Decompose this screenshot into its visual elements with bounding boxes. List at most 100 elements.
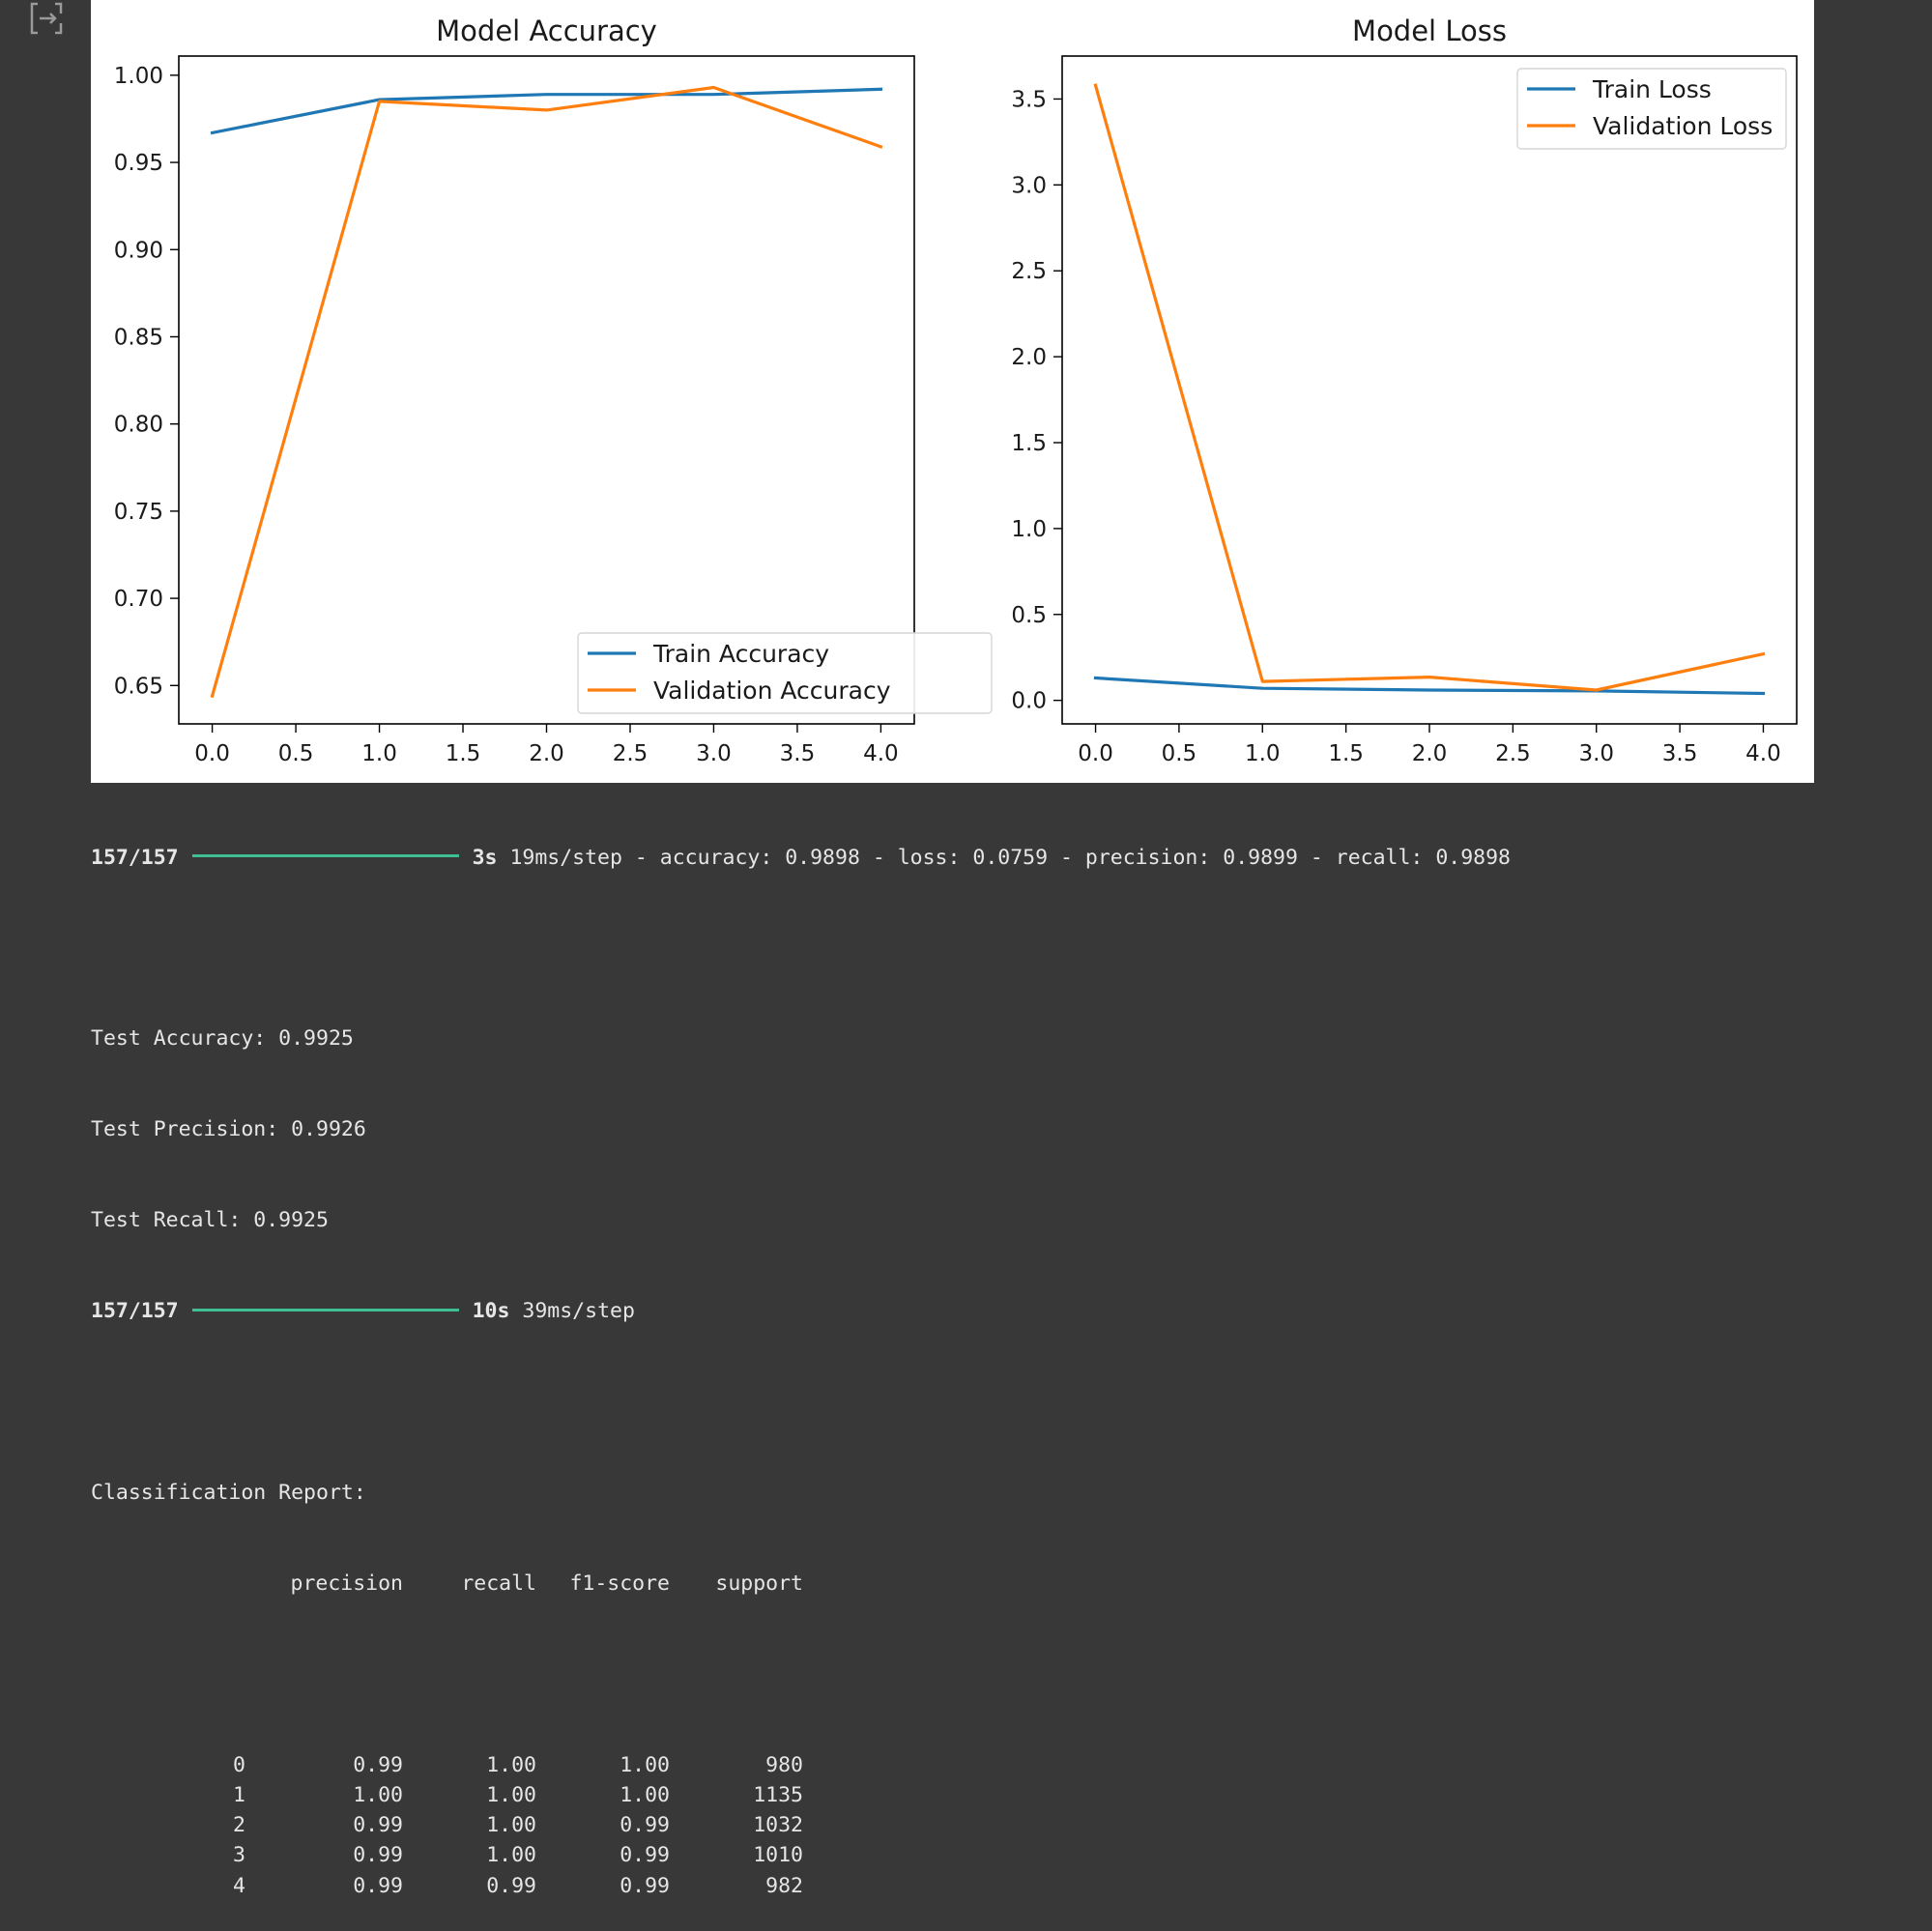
y-tick-label: 0.95 <box>114 151 163 176</box>
legend-label: Validation Loss <box>1593 112 1773 140</box>
report-cell-recall: 1.00 <box>486 1813 536 1838</box>
accuracy-axes-frame <box>178 55 915 725</box>
y-tick-label: 0.70 <box>114 587 163 612</box>
y-tick-label: 1.0 <box>1011 517 1047 542</box>
report-header-precision: precision <box>290 1571 404 1596</box>
report-cell-precision: 0.99 <box>353 1813 403 1838</box>
loss-chart-title: Model Loss <box>1352 14 1507 47</box>
test-accuracy-line: Test Accuracy: 0.9925 <box>91 1026 354 1052</box>
legend-label: Validation Accuracy <box>653 677 891 705</box>
x-tick-label: 2.5 <box>1495 741 1531 766</box>
series-line-train-loss <box>1093 676 1766 696</box>
progress-time: 10s <box>472 1299 510 1324</box>
progress-steps: 157/157 <box>91 1299 179 1324</box>
report-cell-support: 1010 <box>753 1843 803 1868</box>
report-cell-class: 0 <box>233 1752 245 1777</box>
report-cell-recall: 1.00 <box>486 1752 536 1777</box>
loss-legend <box>1516 68 1787 150</box>
loss-axes-frame <box>1061 55 1798 725</box>
report-header-f1: f1-score <box>569 1571 670 1596</box>
accuracy-chart: Model Accuracy 0.0 0.5 1.0 1.5 2.0 2.5 3.0 3.5 4.… <box>114 14 993 766</box>
x-tick-label: 1.0 <box>1245 741 1281 766</box>
report-cell-precision: 0.99 <box>353 1873 403 1898</box>
x-tick-label: 1.5 <box>1328 741 1364 766</box>
x-tick-label: 4.0 <box>1745 741 1781 766</box>
y-tick-label: 0.85 <box>114 325 163 350</box>
accuracy-legend <box>577 632 993 714</box>
series-line-validation-accuracy <box>210 85 883 699</box>
x-tick-label: 3.5 <box>1662 741 1698 766</box>
x-tick-label: 0.5 <box>1162 741 1197 766</box>
report-row: 3 0.99 1.00 0.99 1010 <box>91 1840 1908 1870</box>
report-cell-class: 2 <box>233 1813 245 1838</box>
output-expand-icon[interactable] <box>29 2 64 35</box>
accuracy-chart-title: Model Accuracy <box>436 14 657 47</box>
y-tick-label: 0.5 <box>1011 603 1047 628</box>
progress-bar <box>191 854 459 858</box>
y-tick-label: 0.65 <box>114 674 163 699</box>
report-cell-class: 1 <box>233 1782 245 1807</box>
report-cell-f1: 1.00 <box>620 1782 670 1807</box>
x-tick-label: 0.0 <box>194 741 230 766</box>
report-cell-recall: 1.00 <box>486 1782 536 1807</box>
legend-label: Train Accuracy <box>652 640 829 668</box>
report-row: 1 1.00 1.00 1.00 1135 <box>91 1780 1908 1810</box>
progress-bar <box>191 1308 459 1311</box>
progress-line-evaluate: 157/157 3s 19ms/step - accuracy: 0.9898 -… <box>91 843 1908 873</box>
y-tick-label: 1.00 <box>114 64 163 89</box>
y-tick-label: 0.90 <box>114 238 163 263</box>
progress-metrics: 19ms/step - accuracy: 0.9898 - loss: 0.0… <box>509 845 1511 870</box>
series-line-train-accuracy <box>210 87 883 135</box>
plot-figure: Model Accuracy 0.0 0.5 1.0 1.5 2.0 2.5 3.0 3.5 4.… <box>91 0 1814 783</box>
report-header-support: support <box>715 1571 803 1596</box>
report-cell-recall: 0.99 <box>486 1873 536 1898</box>
x-tick-label: 0.5 <box>278 741 314 766</box>
report-cell-precision: 1.00 <box>353 1782 403 1807</box>
y-tick-label: 3.5 <box>1011 87 1047 112</box>
report-row: 0 0.99 1.00 1.00 980 <box>91 1750 1908 1780</box>
x-tick-label: 2.0 <box>1412 741 1448 766</box>
report-cell-support: 1032 <box>753 1813 803 1838</box>
y-tick-label: 3.0 <box>1011 173 1047 198</box>
training-history-figure: Model Accuracy 0.0 0.5 1.0 1.5 2.0 2.5 3.0 3.5 4.… <box>114 14 1798 766</box>
report-title: Classification Report: <box>91 1480 366 1505</box>
report-cell-f1: 0.99 <box>620 1813 670 1838</box>
report-header-recall: recall <box>461 1571 536 1596</box>
x-tick-label: 3.0 <box>1578 741 1614 766</box>
x-tick-label: 2.0 <box>529 741 564 766</box>
y-tick-label: 0.80 <box>114 413 163 438</box>
x-tick-label: 3.0 <box>696 741 732 766</box>
report-cell-class: 4 <box>233 1873 245 1898</box>
report-cell-support: 982 <box>765 1873 803 1898</box>
report-cell-recall: 1.00 <box>486 1843 536 1868</box>
y-tick-label: 0.0 <box>1011 689 1047 714</box>
report-cell-f1: 1.00 <box>620 1752 670 1777</box>
progress-time: 3s <box>472 845 498 870</box>
report-row: 2 0.99 1.00 0.99 1032 <box>91 1810 1908 1840</box>
y-tick-label: 2.0 <box>1011 345 1047 370</box>
report-cell-precision: 0.99 <box>353 1752 403 1777</box>
report-row: 4 0.99 0.99 0.99 982 <box>91 1871 1908 1901</box>
report-cell-f1: 0.99 <box>620 1873 670 1898</box>
report-rows: 0 0.99 1.00 1.00 980 1 1.00 1.00 1.00 1135 2 0.99 1.… <box>91 1750 1908 1901</box>
report-header-row: precision recall f1-score support <box>91 1569 1908 1599</box>
y-tick-label: 0.75 <box>114 500 163 525</box>
progress-line-predict: 157/157 10s 39ms/step <box>91 1296 1908 1326</box>
report-cell-precision: 0.99 <box>353 1843 403 1868</box>
cell-output-console: 157/157 3s 19ms/step - accuracy: 0.9898 -… <box>91 782 1908 1931</box>
x-tick-label: 1.5 <box>446 741 481 766</box>
y-tick-label: 1.5 <box>1011 431 1047 456</box>
x-tick-label: 1.0 <box>361 741 397 766</box>
progress-steps: 157/157 <box>91 845 179 870</box>
x-tick-label: 3.5 <box>780 741 816 766</box>
legend-label: Train Loss <box>1592 75 1712 103</box>
test-recall-line: Test Recall: 0.9925 <box>91 1208 329 1233</box>
report-cell-f1: 0.99 <box>620 1843 670 1868</box>
loss-chart: Model Loss 0.0 0.5 1.0 1.5 2.0 2.5 3.0 3.5 4.0 0.0… <box>1011 14 1798 766</box>
x-tick-label: 2.5 <box>613 741 649 766</box>
test-precision-line: Test Precision: 0.9926 <box>91 1117 366 1142</box>
report-cell-support: 980 <box>765 1752 803 1777</box>
y-tick-label: 2.5 <box>1011 259 1047 284</box>
progress-metrics: 39ms/step <box>522 1299 635 1324</box>
report-cell-support: 1135 <box>753 1782 803 1807</box>
